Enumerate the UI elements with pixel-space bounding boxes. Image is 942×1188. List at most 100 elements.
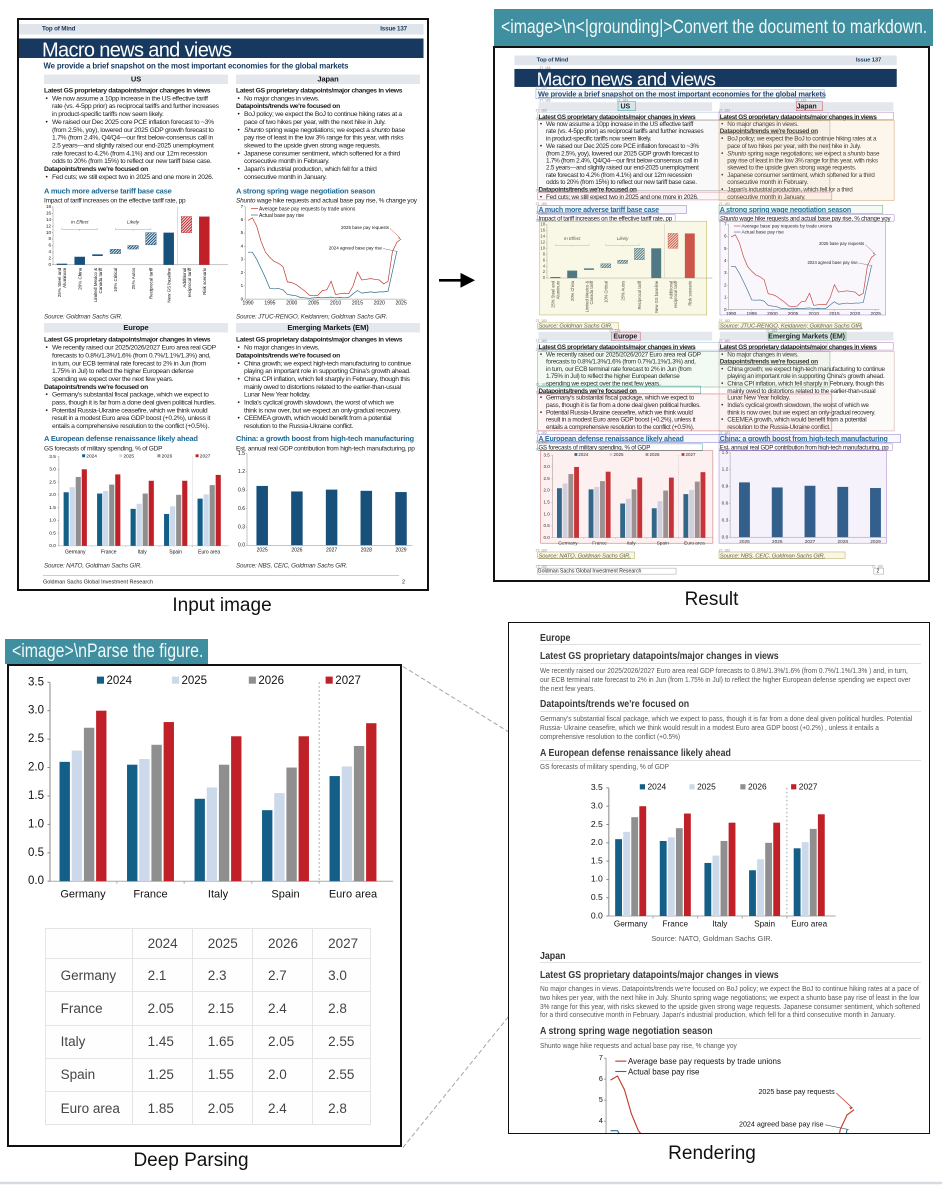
svg-text:Risk scenario: Risk scenario [202,267,207,295]
svg-text:0.9: 0.9 [721,483,728,488]
svg-text:2029: 2029 [395,547,406,553]
svg-text:1.0: 1.0 [543,511,550,516]
svg-text:New GS baseline: New GS baseline [166,267,171,302]
svg-text:2028: 2028 [837,538,848,543]
svg-text:2026: 2026 [771,538,782,543]
svg-text:0.5: 0.5 [28,847,44,859]
svg-text:2025 base pay requests: 2025 base pay requests [341,225,390,230]
svg-text:2: 2 [542,269,545,274]
svg-text:2.5: 2.5 [28,733,44,745]
svg-text:10% Critical: 10% Critical [603,280,608,302]
svg-text:2.5: 2.5 [49,479,56,485]
svg-text:5: 5 [241,230,244,235]
svg-text:2: 2 [724,282,727,287]
svg-text:Likely: Likely [127,219,140,225]
svg-text:2026: 2026 [649,451,659,456]
svg-text:2015: 2015 [829,310,840,315]
svg-text:3.5: 3.5 [543,452,550,457]
svg-text:0: 0 [241,296,244,301]
svg-text:0.0: 0.0 [238,543,245,549]
svg-text:5: 5 [724,245,727,250]
svg-text:6: 6 [542,257,545,262]
svg-text:0: 0 [724,306,727,311]
svg-text:0.0: 0.0 [28,875,44,887]
svg-text:Canada tariff: Canada tariff [588,279,593,303]
svg-text:6: 6 [48,243,51,248]
svg-text:2025 base pay requests: 2025 base pay requests [758,1088,835,1096]
svg-text:Euro area: Euro area [329,889,378,901]
svg-text:0.5: 0.5 [49,530,56,536]
svg-text:4: 4 [542,263,545,268]
svg-text:2027: 2027 [335,675,361,687]
svg-text:New GS baseline: New GS baseline [653,280,658,313]
svg-text:0.3: 0.3 [238,524,245,530]
svg-text:2024 agreed base pay rise: 2024 agreed base pay rise [807,259,858,264]
svg-text:Actual base pay rise: Actual base pay rise [259,213,304,219]
svg-text:16: 16 [540,227,545,232]
svg-text:14: 14 [540,233,545,238]
svg-text:4: 4 [241,243,244,248]
svg-text:0.0: 0.0 [49,543,56,549]
svg-text:2025: 2025 [257,547,268,553]
svg-text:4: 4 [599,1117,603,1125]
svg-text:France: France [663,920,689,929]
svg-text:2024 agreed base pay rise: 2024 agreed base pay rise [739,1120,824,1128]
svg-text:1.5: 1.5 [49,505,56,511]
svg-text:Additional: Additional [182,268,187,288]
svg-text:In Effect: In Effect [563,235,580,240]
svg-text:3.5: 3.5 [28,676,44,688]
svg-text:Canada tariff: Canada tariff [98,267,103,293]
svg-text:Italy: Italy [712,920,728,929]
svg-text:2005: 2005 [787,310,798,315]
svg-text:3.0: 3.0 [543,464,550,469]
svg-text:2027: 2027 [326,547,337,553]
svg-text:2.5: 2.5 [591,819,603,829]
svg-text:20% China: 20% China [77,267,82,290]
svg-text:2.0: 2.0 [28,762,44,774]
svg-text:14: 14 [46,217,52,222]
svg-text:2: 2 [48,256,51,261]
svg-text:Spain: Spain [271,889,299,901]
svg-text:Germany: Germany [60,889,106,901]
svg-text:2025: 2025 [182,675,208,687]
svg-text:2.0: 2.0 [543,487,550,492]
svg-text:6: 6 [724,233,727,238]
svg-text:5: 5 [599,1096,603,1104]
svg-text:2010: 2010 [330,301,341,307]
svg-text:1990: 1990 [242,301,253,307]
svg-text:0.0: 0.0 [721,534,728,539]
svg-text:0.3: 0.3 [721,517,728,522]
svg-text:Aluminum: Aluminum [62,268,67,288]
svg-text:2029: 2029 [870,538,881,543]
svg-text:25% Steel and: 25% Steel and [550,280,555,308]
svg-text:1.0: 1.0 [49,518,56,524]
svg-text:3.5: 3.5 [49,454,56,460]
svg-text:2.5: 2.5 [543,475,550,480]
svg-text:France: France [101,549,117,555]
svg-text:2025: 2025 [870,310,881,315]
svg-text:2027: 2027 [799,781,818,791]
svg-text:1.0: 1.0 [28,818,44,830]
svg-text:2010: 2010 [808,310,819,315]
svg-text:2.0: 2.0 [591,837,603,847]
svg-text:2020: 2020 [374,301,385,307]
svg-text:3.0: 3.0 [28,705,44,717]
svg-text:2015: 2015 [352,301,363,307]
svg-text:reciprocal tariff: reciprocal tariff [672,279,677,307]
svg-text:1.5: 1.5 [28,790,44,802]
svg-text:Risk scenario: Risk scenario [687,280,692,306]
svg-text:Average base pay requests by t: Average base pay requests by trade union… [259,206,356,212]
svg-text:France: France [133,889,167,901]
svg-text:25% Autos: 25% Autos [131,267,136,289]
svg-text:1.2: 1.2 [238,469,245,475]
svg-text:Limited Mexico &: Limited Mexico & [584,280,589,312]
svg-text:7: 7 [724,221,727,226]
svg-text:3.5: 3.5 [591,782,603,792]
svg-text:Additional: Additional [668,280,673,298]
svg-text:Average base pay requests by t: Average base pay requests by trade union… [741,223,832,228]
svg-text:Aluminum: Aluminum [555,280,560,299]
svg-text:2027: 2027 [200,453,211,459]
svg-text:2024: 2024 [648,781,667,791]
svg-text:20% China: 20% China [569,280,574,301]
svg-text:0.5: 0.5 [591,892,603,902]
